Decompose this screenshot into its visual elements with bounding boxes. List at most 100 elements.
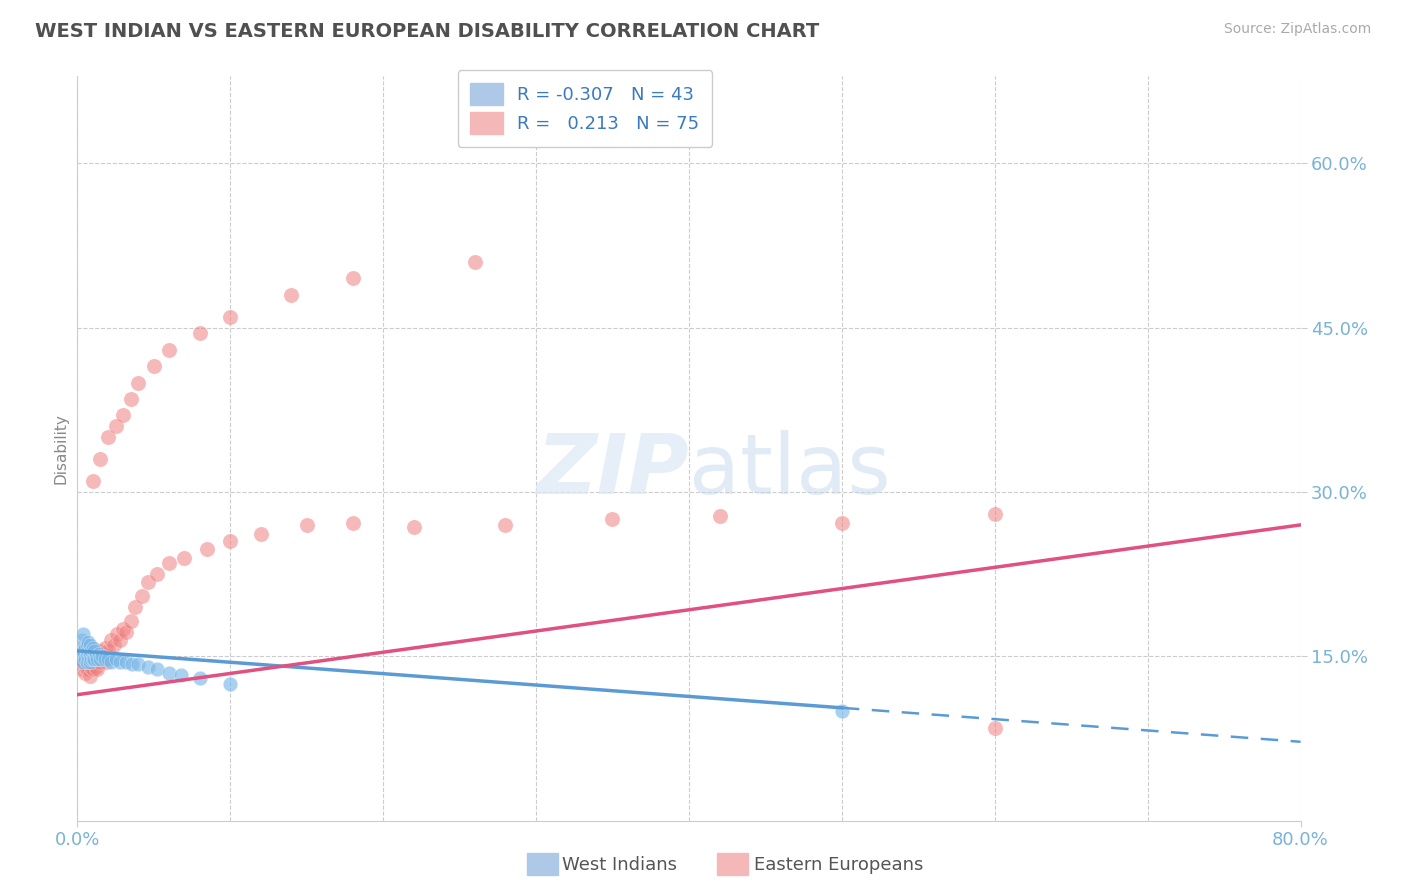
Point bbox=[97, 430, 120, 444]
Text: Eastern Europeans: Eastern Europeans bbox=[754, 856, 922, 874]
Point bbox=[80, 651, 103, 665]
Point bbox=[82, 474, 104, 488]
Point bbox=[72, 647, 94, 661]
Point bbox=[73, 639, 96, 653]
Point bbox=[91, 647, 114, 661]
Point bbox=[83, 644, 105, 658]
Point bbox=[79, 647, 101, 661]
Point bbox=[108, 655, 131, 669]
Point bbox=[72, 627, 94, 641]
Point bbox=[342, 516, 364, 530]
Point bbox=[79, 639, 101, 653]
Point bbox=[188, 671, 211, 685]
Point bbox=[89, 644, 111, 658]
Point bbox=[86, 651, 108, 665]
Point bbox=[82, 663, 104, 677]
Point bbox=[136, 574, 159, 589]
Point bbox=[76, 647, 98, 661]
Point bbox=[464, 255, 486, 269]
Point bbox=[709, 509, 731, 524]
Point bbox=[70, 651, 93, 665]
Point bbox=[73, 651, 96, 665]
Point bbox=[79, 655, 101, 669]
Point bbox=[89, 651, 111, 665]
Point bbox=[82, 640, 104, 655]
Point bbox=[94, 640, 117, 655]
Point bbox=[120, 392, 142, 406]
Point bbox=[79, 651, 101, 665]
Point bbox=[157, 665, 180, 680]
Text: West Indians: West Indians bbox=[562, 856, 678, 874]
Point bbox=[127, 657, 149, 671]
Point bbox=[124, 600, 146, 615]
Point bbox=[105, 627, 128, 641]
Point bbox=[77, 635, 100, 649]
Point bbox=[70, 632, 93, 647]
Point bbox=[250, 526, 273, 541]
Point bbox=[96, 655, 118, 669]
Point bbox=[342, 271, 364, 285]
Legend: R = -0.307   N = 43, R =   0.213   N = 75: R = -0.307 N = 43, R = 0.213 N = 75 bbox=[458, 70, 713, 146]
Point bbox=[76, 651, 98, 665]
Point bbox=[131, 589, 153, 603]
Point bbox=[157, 556, 180, 570]
Point bbox=[86, 663, 108, 677]
Point bbox=[219, 310, 242, 324]
Point bbox=[89, 452, 111, 467]
Point bbox=[195, 541, 218, 556]
Point bbox=[495, 517, 517, 532]
Point bbox=[82, 651, 104, 665]
Point bbox=[80, 651, 103, 665]
Text: Source: ZipAtlas.com: Source: ZipAtlas.com bbox=[1223, 22, 1371, 37]
Point bbox=[104, 419, 127, 434]
Point bbox=[84, 660, 107, 674]
Point bbox=[602, 512, 624, 526]
Point bbox=[108, 632, 131, 647]
Point bbox=[73, 665, 96, 680]
Point bbox=[73, 640, 96, 655]
Point bbox=[170, 668, 193, 682]
Point bbox=[77, 647, 100, 661]
Point bbox=[76, 663, 98, 677]
Point bbox=[94, 651, 117, 665]
Point bbox=[72, 655, 94, 669]
Point bbox=[72, 655, 94, 669]
Point bbox=[103, 639, 125, 653]
Point bbox=[188, 326, 211, 341]
Point bbox=[84, 649, 107, 664]
Point bbox=[146, 567, 169, 582]
Point bbox=[115, 655, 138, 669]
Point bbox=[104, 651, 127, 665]
Point bbox=[87, 647, 110, 661]
Point bbox=[121, 657, 143, 671]
Point bbox=[77, 651, 100, 665]
Point bbox=[79, 655, 101, 669]
Point bbox=[84, 644, 107, 658]
Point bbox=[984, 721, 1007, 735]
Point bbox=[157, 343, 180, 357]
Point bbox=[73, 651, 96, 665]
Point bbox=[984, 507, 1007, 521]
Point bbox=[219, 534, 242, 549]
Point bbox=[86, 655, 108, 669]
Point bbox=[97, 651, 120, 665]
Point bbox=[69, 644, 91, 658]
Point bbox=[70, 649, 93, 664]
Point bbox=[76, 639, 98, 653]
Point bbox=[89, 655, 111, 669]
Point bbox=[83, 651, 105, 665]
Point bbox=[100, 655, 122, 669]
Point bbox=[70, 663, 93, 677]
Point bbox=[97, 644, 120, 658]
Point bbox=[77, 663, 100, 677]
Point bbox=[82, 655, 104, 669]
Point bbox=[80, 644, 103, 658]
Point bbox=[219, 677, 242, 691]
Point bbox=[79, 669, 101, 683]
Point bbox=[142, 359, 165, 373]
Point bbox=[402, 520, 425, 534]
Point bbox=[90, 649, 112, 664]
Point bbox=[77, 644, 100, 658]
Point bbox=[83, 651, 105, 665]
Text: WEST INDIAN VS EASTERN EUROPEAN DISABILITY CORRELATION CHART: WEST INDIAN VS EASTERN EUROPEAN DISABILI… bbox=[35, 22, 820, 41]
